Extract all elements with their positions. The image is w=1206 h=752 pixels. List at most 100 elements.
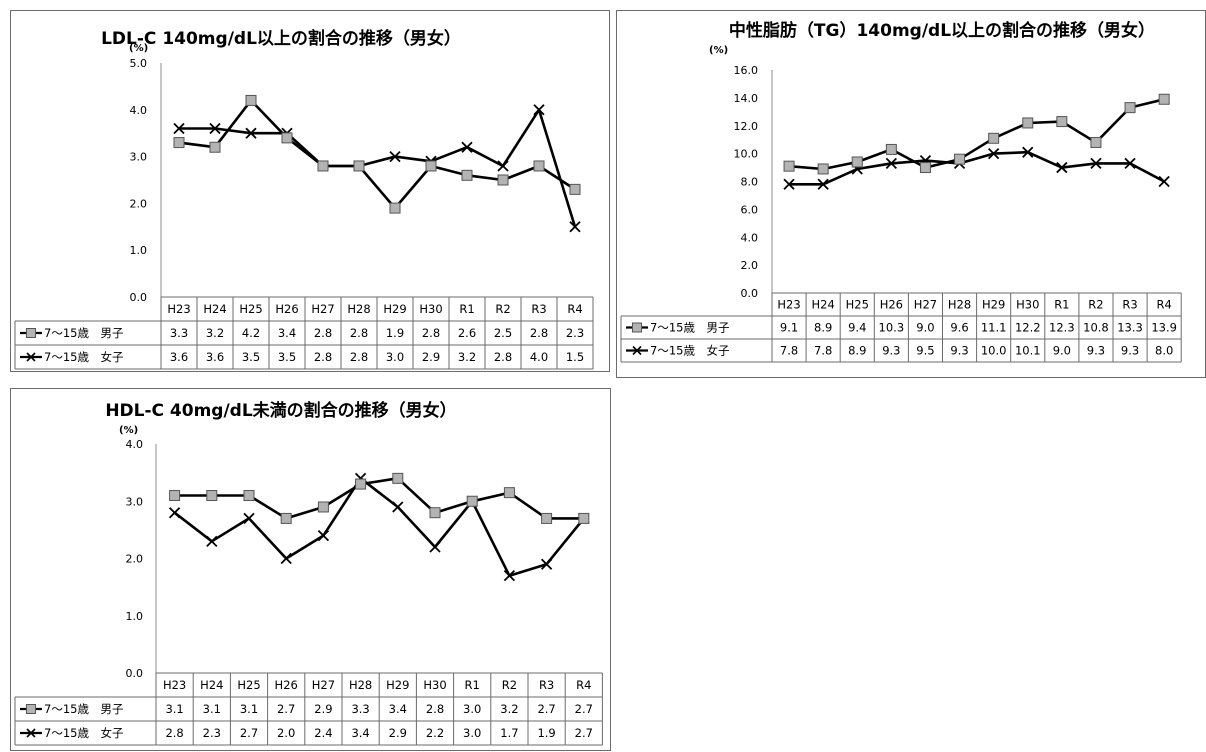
legend-marker-x-hdl [26,728,36,738]
y-tick-label-ldl-5: 5.0 [130,57,148,70]
data-point-tg-male-6 [988,132,1000,144]
data-point-tg-male-1 [817,163,829,175]
data-point-hdl-male-6 [392,472,404,484]
data-point-tg-male-10 [1124,102,1136,114]
data-point-tg-female-6 [988,147,1000,160]
data-point-tg-male-9 [1090,136,1102,148]
data-point-tg-female-3 [885,157,897,170]
series-line-tg-1 [789,150,1165,186]
category-label-hdl-9: R2 [502,678,517,692]
category-label-hdl-6: H29 [386,678,409,692]
data-value-ldl-s0-0: 3.3 [170,326,188,340]
data-value-hdl-s1-10: 1.9 [537,726,555,740]
y-tick-label-hdl-1: 1.0 [126,610,144,623]
data-point-ldl-female-10 [533,104,545,116]
legend-label-ldl-1: 7～15歳 女子 [44,350,123,364]
data-value-hdl-s0-0: 3.1 [165,702,183,716]
data-point-tg-male-4 [919,162,931,174]
legend-marker-x-ldl [26,352,36,362]
y-tick-label-ldl-0: 0.0 [130,291,148,304]
data-point-tg-female-0 [783,178,795,190]
data-point-tg-male-8 [1056,116,1068,128]
chart-panel-tg: 中性脂肪（TG）140mg/dL以上の割合の推移（男女） (%) 0.0 2.0 4.0… [616,10,1206,378]
data-value-ldl-s0-11: 2.3 [566,326,584,340]
category-label-ldl-3: H26 [275,302,298,316]
data-value-tg-s0-3: 10.3 [879,321,905,335]
data-value-ldl-s0-4: 2.8 [314,326,332,340]
data-value-tg-s1-7: 10.1 [1015,344,1041,358]
data-point-hdl-female-0 [168,507,181,519]
data-value-tg-s1-8: 9.0 [1053,344,1071,358]
data-value-ldl-s1-11: 1.5 [566,350,584,364]
data-point-ldl-male-2 [245,94,257,106]
data-value-hdl-s0-1: 3.1 [203,702,221,716]
data-point-tg-male-0 [783,160,795,172]
data-point-ldl-female-11 [569,221,581,233]
y-tick-label-tg-3: 6.0 [741,203,759,216]
data-point-ldl-male-5 [353,160,365,172]
data-value-tg-s1-1: 7.8 [814,344,832,358]
category-label-tg-9: R2 [1088,298,1103,312]
data-point-hdl-male-5 [355,478,367,490]
data-value-tg-s0-9: 10.8 [1083,321,1109,335]
data-value-tg-s1-9: 9.3 [1087,344,1105,358]
category-label-hdl-7: H30 [423,678,446,692]
data-value-hdl-s0-11: 2.7 [575,702,593,716]
category-label-ldl-6: H29 [383,302,406,316]
data-value-tg-s0-7: 12.2 [1015,321,1041,335]
category-label-ldl-11: R4 [567,302,582,316]
series-line-hdl-1 [173,477,585,577]
data-point-ldl-male-3 [281,132,293,144]
data-point-ldl-male-6 [389,202,401,214]
data-value-ldl-s0-6: 1.9 [386,326,404,340]
data-value-tg-s0-6: 11.1 [981,321,1007,335]
data-point-tg-female-7 [1022,146,1034,158]
category-label-ldl-7: H30 [419,302,442,316]
data-value-tg-s0-1: 8.9 [814,321,832,335]
y-tick-label-ldl-3: 3.0 [130,151,148,164]
data-value-ldl-s1-9: 2.8 [494,350,512,364]
data-value-tg-s0-10: 13.3 [1117,321,1143,335]
data-value-ldl-s1-10: 4.0 [530,350,548,364]
data-value-hdl-s1-5: 3.4 [351,726,369,740]
data-value-tg-s0-0: 9.1 [780,321,798,335]
data-value-hdl-s1-9: 1.7 [500,726,518,740]
category-label-tg-11: R4 [1156,298,1171,312]
data-value-tg-s1-3: 9.3 [882,344,900,358]
category-label-tg-6: H29 [982,298,1005,312]
unit-label-hdl: (%) [119,425,138,436]
data-value-hdl-s0-8: 3.0 [463,702,481,716]
category-label-ldl-5: H28 [347,302,370,316]
data-point-ldl-female-0 [173,122,185,135]
unit-label-ldl: (%) [129,43,148,54]
data-table-tg [620,292,1182,363]
legend-marker-square-hdl [26,704,36,714]
data-value-hdl-s1-4: 2.4 [314,726,332,740]
category-label-tg-4: H27 [914,298,937,312]
data-value-hdl-s1-1: 2.3 [203,726,221,740]
data-value-hdl-s0-9: 3.2 [500,702,518,716]
legend-marker-square-ldl [26,328,36,338]
data-point-hdl-male-10 [541,512,553,524]
data-point-ldl-male-8 [461,169,473,181]
series-line-ldl-1 [179,108,577,228]
category-label-hdl-11: R4 [576,678,591,692]
data-value-tg-s1-11: 8.0 [1155,344,1173,358]
data-value-ldl-s1-3: 3.5 [278,350,296,364]
data-value-tg-s0-11: 13.9 [1151,321,1177,335]
data-point-tg-female-9 [1090,157,1102,170]
data-value-tg-s1-0: 7.8 [780,344,798,358]
data-point-ldl-male-9 [497,174,509,186]
data-point-ldl-female-2 [245,127,257,139]
legend-marker-square-tg [632,322,642,333]
data-point-hdl-male-4 [317,501,329,513]
category-label-tg-3: H26 [880,298,903,312]
data-point-hdl-female-9 [503,570,516,582]
data-point-ldl-female-6 [389,150,401,163]
data-value-tg-s1-2: 8.9 [848,344,866,358]
legend-label-hdl-0: 7～15歳 男子 [44,702,123,716]
legend-label-ldl-0: 7～15歳 男子 [44,326,123,340]
data-value-ldl-s0-8: 2.6 [458,326,476,340]
data-point-hdl-male-3 [280,512,292,524]
chart-tg: 中性脂肪（TG）140mg/dL以上の割合の推移（男女）(%) 0.0 2.0 4.0… [620,20,1182,363]
